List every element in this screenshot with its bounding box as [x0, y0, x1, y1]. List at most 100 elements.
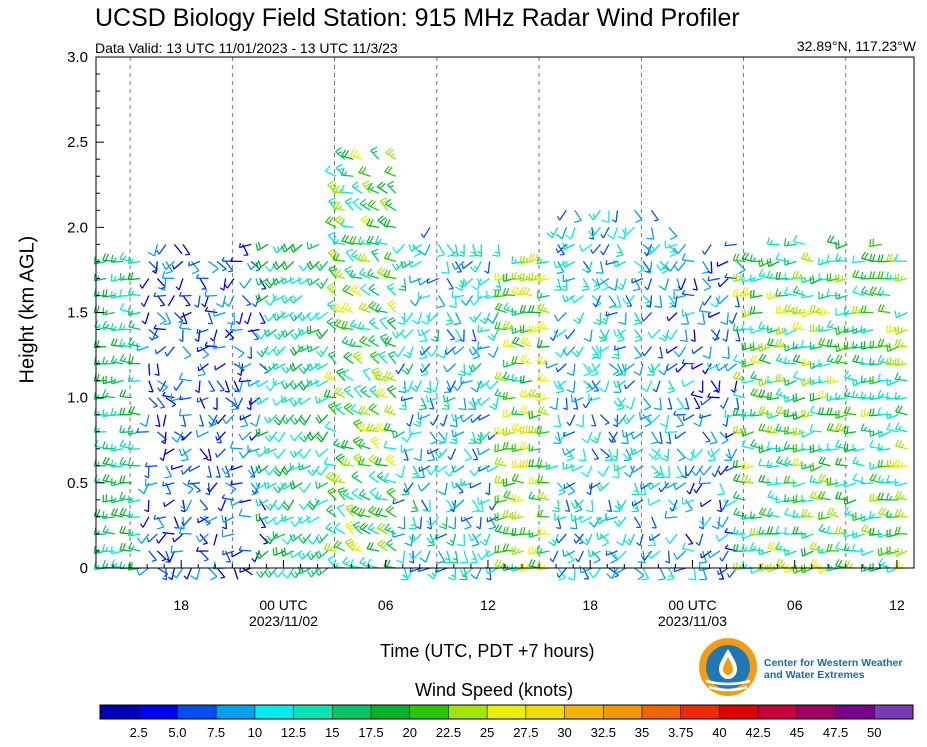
wind-barb	[324, 165, 337, 177]
barb-flag	[216, 303, 224, 308]
wind-barb	[588, 516, 601, 528]
wind-barb	[685, 499, 693, 513]
barb-shaft	[615, 329, 627, 338]
wind-barb	[557, 482, 566, 496]
barb-shaft	[488, 431, 499, 441]
wind-barb	[419, 346, 431, 356]
barb-flag	[345, 353, 353, 359]
wind-barb	[119, 542, 132, 552]
wind-barb	[624, 448, 632, 462]
barb-flag	[531, 459, 534, 467]
wind-barb	[634, 260, 645, 274]
wind-barb	[621, 226, 635, 237]
wind-barb	[157, 380, 168, 393]
barb-shaft	[242, 431, 252, 441]
barb-flag	[647, 482, 651, 490]
wind-barb	[230, 465, 243, 471]
barb-shaft	[420, 363, 429, 375]
wind-barb	[476, 447, 490, 456]
wind-barb	[400, 329, 414, 339]
barb-flag	[494, 289, 497, 297]
barb-flag	[332, 184, 337, 192]
barb-flag	[470, 418, 473, 423]
barb-shaft	[183, 516, 192, 527]
wind-barb	[401, 482, 410, 496]
barb-flag	[249, 422, 257, 427]
barb-flag	[342, 368, 350, 375]
barb-flag	[128, 320, 133, 328]
barb-shaft	[667, 431, 672, 444]
barb-flag	[690, 469, 697, 477]
barb-flag	[749, 254, 753, 262]
barb-flag	[315, 497, 318, 506]
barb-shaft	[189, 465, 201, 472]
barb-flag	[758, 526, 762, 534]
wind-barb	[600, 227, 610, 239]
barb-shaft	[463, 363, 466, 376]
barb-shaft	[558, 567, 567, 578]
barb-flag	[328, 472, 335, 479]
wind-barb	[229, 498, 243, 507]
barb-shaft	[269, 533, 278, 545]
barb-shaft	[225, 397, 236, 405]
barb-flag	[390, 459, 395, 464]
barb-shaft	[495, 397, 499, 410]
cw3e-logo-text: Center for Western Weather and Water Ext…	[764, 657, 902, 681]
wind-barb	[315, 567, 329, 577]
wind-barb	[221, 515, 235, 523]
barb-flag	[370, 186, 375, 191]
barb-flag	[257, 464, 262, 472]
wind-barb	[248, 397, 260, 406]
barb-flag	[230, 441, 234, 449]
wind-barb	[289, 243, 303, 253]
wind-barb	[654, 295, 663, 308]
barb-flag	[130, 309, 134, 315]
barb-flag	[290, 333, 296, 340]
barb-flag	[438, 490, 446, 496]
wind-barb	[350, 403, 363, 416]
barb-flag	[396, 331, 399, 337]
barb-flag	[276, 314, 280, 319]
barb-shaft	[325, 527, 337, 535]
barb-flag	[505, 338, 510, 347]
barb-flag	[596, 278, 600, 286]
barb-flag	[178, 321, 183, 329]
barb-flag	[371, 287, 376, 292]
barb-flag	[386, 270, 391, 278]
barb-flag	[514, 356, 518, 364]
wind-barb	[447, 516, 457, 530]
barb-flag	[391, 306, 397, 309]
barb-flag	[389, 184, 394, 188]
barb-flag	[468, 400, 475, 408]
barb-flag	[543, 409, 547, 414]
barb-flag	[273, 486, 279, 494]
barb-shaft	[593, 516, 601, 528]
barb-flag	[358, 438, 364, 446]
barb-flag	[444, 349, 448, 355]
wind-barb	[435, 567, 448, 573]
barb-flag	[194, 338, 199, 342]
barb-flag	[505, 391, 508, 400]
barb-shaft	[102, 311, 115, 316]
barb-shaft	[565, 499, 571, 512]
barb-shaft	[301, 312, 312, 322]
wind-barb	[250, 465, 256, 478]
barb-flag	[602, 286, 610, 292]
wind-barb	[360, 283, 371, 296]
barb-shaft	[617, 397, 627, 408]
barb-flag	[130, 531, 134, 536]
wind-barb	[273, 431, 286, 443]
wind-barb	[766, 258, 780, 268]
barb-shaft	[293, 312, 303, 322]
barb-shaft	[613, 227, 619, 239]
wind-barb	[733, 388, 746, 399]
barb-flag	[566, 421, 571, 426]
wind-barb	[323, 542, 337, 552]
wind-barb	[693, 397, 701, 409]
barb-flag	[181, 458, 189, 462]
barb-shaft	[275, 312, 286, 322]
wind-barb	[207, 380, 216, 392]
barb-flag	[282, 572, 288, 579]
barb-flag	[371, 389, 377, 393]
barb-flag	[368, 454, 375, 461]
